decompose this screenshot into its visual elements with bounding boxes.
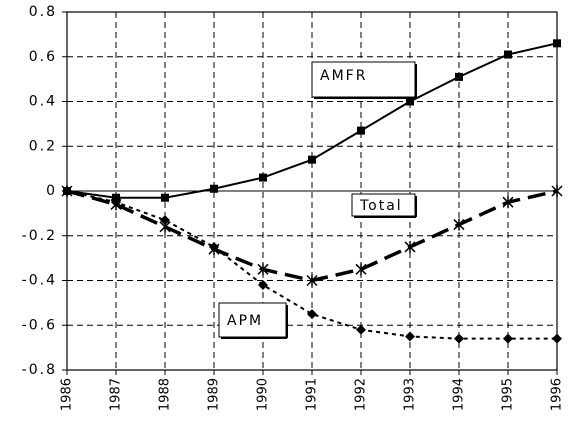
y-tick-label: 0.2	[29, 138, 57, 154]
marker	[160, 215, 170, 226]
x-tick-label: 1994	[452, 378, 467, 411]
marker	[551, 185, 563, 197]
x-tick-label: 1989	[207, 378, 222, 411]
marker	[357, 126, 365, 135]
marker	[553, 39, 561, 48]
marker	[404, 240, 416, 253]
y-tick-label: -0.6	[22, 317, 57, 333]
y-tick-label: -0.2	[22, 228, 57, 244]
x-tick-label: 1992	[354, 378, 369, 411]
y-tick-label: -0.4	[22, 273, 57, 289]
marker	[259, 173, 267, 182]
marker	[356, 324, 366, 335]
series-line	[66, 190, 557, 340]
series-label: Total	[359, 198, 403, 214]
marker	[257, 263, 269, 276]
marker	[307, 309, 317, 320]
x-tick-label: 1990	[256, 378, 271, 411]
x-tick-label: 1996	[550, 378, 565, 411]
marker	[355, 263, 367, 276]
x-tick-label: 1986	[60, 378, 75, 411]
y-tick-label: 0.8	[29, 4, 57, 20]
marker	[210, 184, 218, 193]
y-tick-label: 0	[46, 183, 57, 199]
x-tick-label: 1991	[305, 378, 320, 411]
x-tick-label: 1987	[109, 378, 124, 411]
marker	[453, 218, 465, 231]
series-label-box	[311, 61, 416, 98]
marker	[258, 279, 268, 290]
marker	[504, 50, 512, 59]
y-tick-label: 0.6	[29, 49, 57, 65]
x-tick-label: 1995	[501, 378, 516, 411]
marker	[503, 333, 513, 344]
marker	[406, 97, 414, 106]
x-tick-label: 1988	[158, 378, 173, 411]
series-label-box	[218, 302, 287, 338]
marker	[308, 155, 316, 164]
series-label: APM	[227, 313, 263, 329]
marker	[209, 241, 219, 252]
marker	[405, 331, 415, 342]
marker	[111, 197, 121, 208]
marker	[306, 274, 318, 287]
marker	[502, 196, 514, 209]
series-label: AMFR	[320, 68, 367, 84]
marker	[62, 186, 72, 196]
marker	[455, 72, 463, 81]
y-tick-label: -0.8	[22, 362, 57, 378]
x-tick-label: 1993	[403, 378, 418, 411]
y-tick-label: 0.4	[29, 94, 57, 110]
marker	[161, 193, 169, 202]
marker	[454, 333, 464, 344]
marker	[552, 333, 562, 344]
